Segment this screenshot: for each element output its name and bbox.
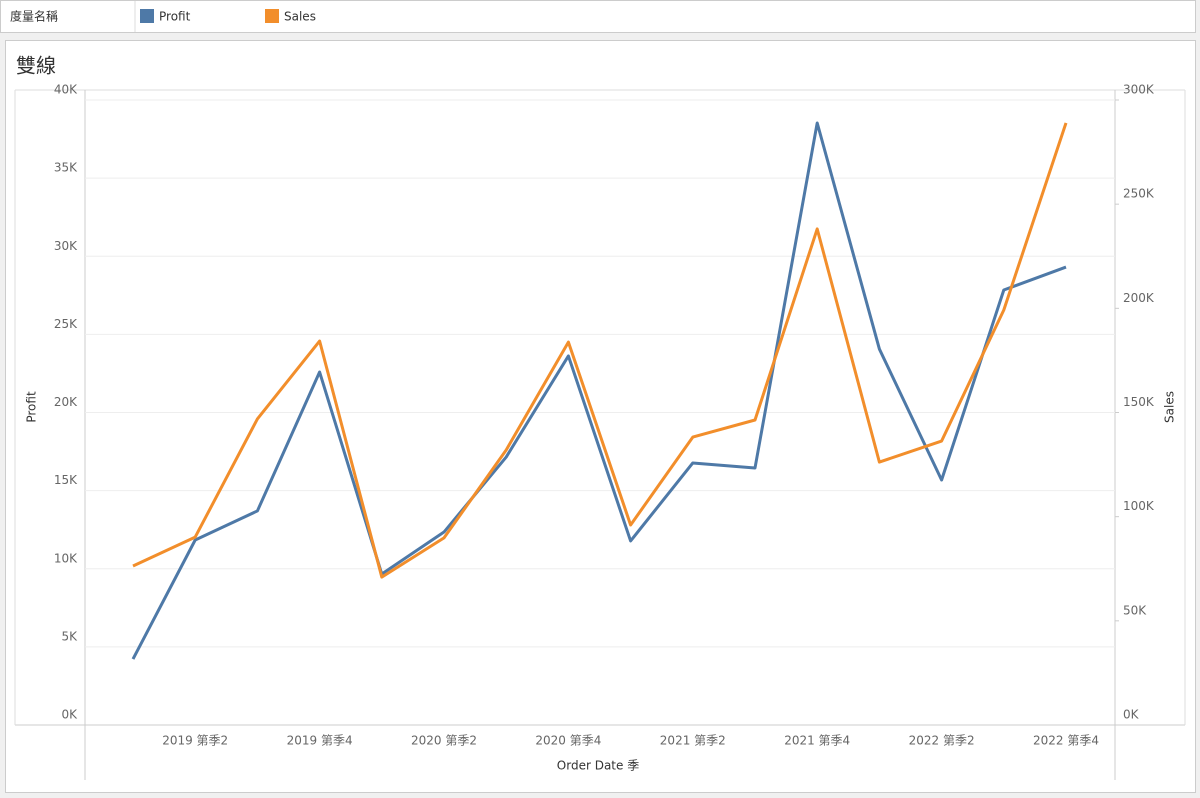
- chart-title: 雙線: [16, 54, 56, 78]
- legend-label: Sales: [284, 10, 316, 24]
- x-tick-label: 2021 第季4: [784, 734, 850, 748]
- legend-label: Profit: [159, 10, 191, 24]
- x-tick-label: 2019 第季4: [287, 734, 353, 748]
- line-series: [131, 121, 1067, 660]
- legend-swatch: [140, 9, 154, 23]
- line-series: [132, 122, 1068, 579]
- y2-tick-label: 200K: [1123, 291, 1155, 305]
- y2-tick-label: 0K: [1123, 708, 1140, 722]
- x-axis-title: Order Date 季: [557, 759, 639, 773]
- y2-tick-label: 300K: [1123, 83, 1155, 97]
- y-tick-label: 30K: [54, 239, 78, 253]
- y2-tick-label: 150K: [1123, 395, 1155, 409]
- legend-swatch: [265, 9, 279, 23]
- x-tick-label: 2021 第季2: [660, 734, 726, 748]
- y-tick-label: 25K: [54, 317, 78, 331]
- y-tick-label: 0K: [61, 708, 78, 722]
- y-tick-label: 15K: [54, 473, 78, 487]
- chart-panel: [5, 40, 1196, 793]
- x-tick-label: 2020 第季4: [535, 734, 601, 748]
- y-axis-title: Profit: [25, 391, 39, 423]
- legend-title: 度量名稱: [10, 9, 58, 24]
- x-tick-label: 2022 第季4: [1033, 734, 1099, 748]
- y2-axis-title: Sales: [1163, 391, 1177, 423]
- legend-bar: [0, 0, 1196, 33]
- y-tick-label: 40K: [54, 83, 78, 97]
- x-tick-label: 2020 第季2: [411, 734, 477, 748]
- x-tick-label: 2019 第季2: [162, 734, 228, 748]
- y-tick-label: 35K: [54, 161, 78, 175]
- y2-tick-label: 100K: [1123, 499, 1155, 513]
- y2-tick-label: 250K: [1123, 187, 1155, 201]
- y2-tick-label: 50K: [1123, 603, 1147, 617]
- y-tick-label: 5K: [61, 629, 78, 643]
- y-tick-label: 20K: [54, 395, 78, 409]
- y-tick-label: 10K: [54, 551, 78, 565]
- legend: Profit Sales: [140, 9, 316, 24]
- x-tick-label: 2022 第季2: [909, 734, 975, 748]
